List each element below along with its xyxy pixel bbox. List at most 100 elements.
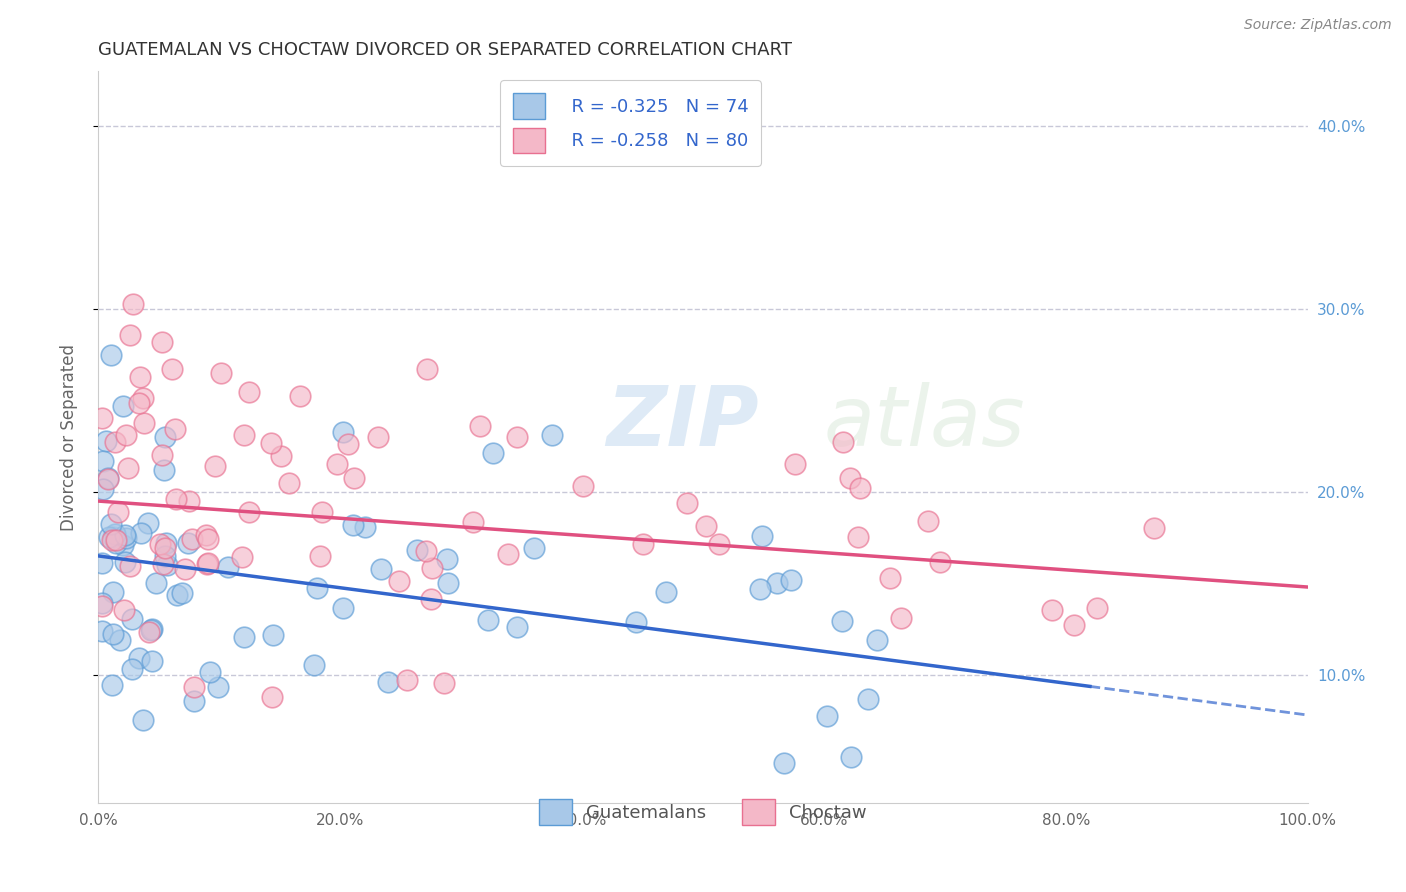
Point: [433, 676, 456, 690]
Point: [238, 505, 260, 519]
Point: [117, 460, 139, 475]
Point: [131, 713, 153, 727]
Point: [780, 573, 803, 587]
Point: [183, 694, 205, 708]
Point: [305, 581, 328, 595]
Point: [97, 471, 120, 485]
Point: [118, 558, 141, 573]
Point: [156, 558, 179, 572]
Point: [326, 457, 349, 471]
Point: [177, 536, 200, 550]
Point: [112, 603, 135, 617]
Point: [152, 463, 174, 477]
Point: [675, 496, 697, 510]
Point: [406, 542, 429, 557]
Point: [104, 536, 127, 550]
Point: [98, 530, 121, 544]
Point: [336, 437, 359, 451]
Point: [181, 532, 204, 546]
Point: [238, 385, 260, 400]
Point: [309, 549, 332, 563]
Point: [131, 392, 153, 406]
Point: [262, 690, 284, 704]
Point: [470, 419, 492, 434]
Point: [839, 470, 862, 484]
Point: [174, 561, 197, 575]
Point: [139, 624, 162, 638]
Point: [496, 547, 519, 561]
Point: [866, 632, 889, 647]
Point: [707, 537, 730, 551]
Point: [153, 430, 176, 444]
Point: [231, 550, 253, 565]
Point: [523, 541, 546, 556]
Point: [277, 475, 299, 490]
Point: [128, 395, 150, 409]
Point: [103, 526, 125, 541]
Point: [540, 428, 562, 442]
Point: [100, 348, 122, 362]
Point: [118, 328, 141, 343]
Point: [751, 529, 773, 543]
Point: [104, 435, 127, 450]
Point: [115, 428, 138, 442]
Point: [91, 454, 114, 468]
Point: [155, 536, 177, 550]
Point: [160, 361, 183, 376]
Point: [138, 624, 160, 639]
Point: [420, 560, 443, 574]
Point: [145, 575, 167, 590]
Point: [101, 626, 124, 640]
Point: [270, 449, 292, 463]
Point: [141, 654, 163, 668]
Point: [114, 531, 136, 545]
Text: atlas: atlas: [824, 382, 1025, 463]
Point: [506, 620, 529, 634]
Point: [415, 362, 437, 376]
Point: [831, 614, 853, 628]
Point: [152, 558, 174, 572]
Point: [128, 650, 150, 665]
Point: [783, 457, 806, 471]
Point: [170, 586, 193, 600]
Point: [654, 584, 676, 599]
Point: [136, 516, 159, 531]
Point: [841, 749, 863, 764]
Point: [91, 599, 114, 614]
Text: Source: ZipAtlas.com: Source: ZipAtlas.com: [1244, 18, 1392, 32]
Point: [332, 425, 354, 439]
Point: [1042, 602, 1064, 616]
Point: [624, 615, 647, 629]
Point: [149, 537, 172, 551]
Legend: Guatemalans, Choctaw: Guatemalans, Choctaw: [526, 787, 880, 838]
Point: [163, 422, 186, 436]
Point: [91, 624, 114, 639]
Point: [217, 560, 239, 574]
Point: [97, 472, 120, 486]
Point: [260, 435, 283, 450]
Point: [505, 430, 527, 444]
Point: [1143, 521, 1166, 535]
Point: [765, 576, 787, 591]
Point: [343, 471, 366, 485]
Point: [482, 445, 505, 459]
Point: [302, 657, 325, 672]
Point: [856, 691, 879, 706]
Point: [150, 335, 173, 350]
Point: [929, 555, 952, 569]
Point: [388, 574, 411, 588]
Point: [377, 674, 399, 689]
Point: [367, 430, 389, 444]
Point: [917, 515, 939, 529]
Point: [197, 556, 219, 570]
Point: [177, 494, 200, 508]
Point: [114, 555, 136, 569]
Point: [107, 505, 129, 519]
Point: [183, 680, 205, 694]
Point: [831, 435, 853, 450]
Point: [415, 544, 437, 558]
Point: [631, 537, 654, 551]
Point: [101, 585, 124, 599]
Point: [846, 530, 869, 544]
Point: [141, 622, 163, 636]
